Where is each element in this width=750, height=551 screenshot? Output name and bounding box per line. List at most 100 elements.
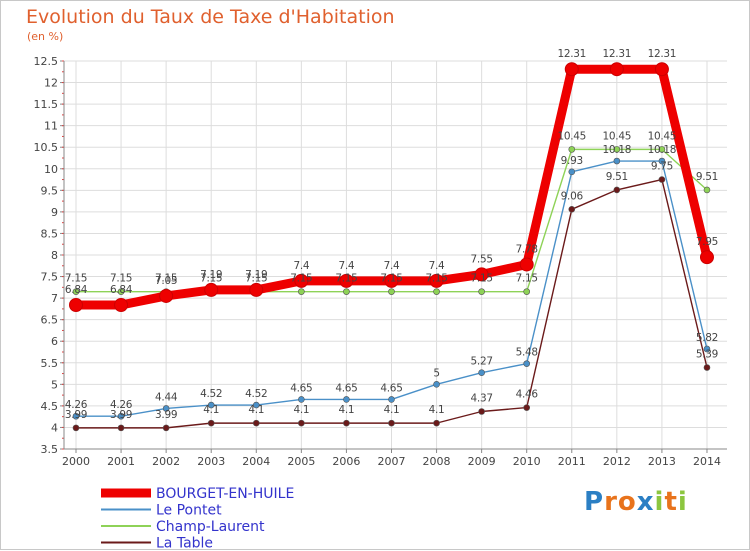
proxiti-logo: Proxiti: [584, 487, 688, 517]
data-label: 7.15: [471, 273, 493, 285]
data-point: [659, 177, 665, 183]
x-tick-label: 2008: [423, 455, 451, 468]
y-tick-label: 4: [51, 421, 58, 434]
data-label: 10.18: [648, 144, 677, 156]
y-tick-label: 6: [51, 335, 58, 348]
data-point: [524, 289, 530, 295]
data-point: [569, 206, 575, 212]
data-point: [704, 365, 710, 371]
data-label: 4.1: [429, 404, 445, 416]
data-label: 4.52: [245, 388, 267, 400]
data-label: 9.51: [606, 171, 628, 183]
data-point: [70, 299, 83, 312]
legend-label: La Table: [156, 536, 213, 551]
data-point: [479, 408, 485, 414]
x-tick-label: 2013: [648, 455, 676, 468]
x-tick-label: 2005: [287, 455, 315, 468]
data-label: 3.99: [110, 409, 132, 421]
data-point: [565, 63, 578, 76]
data-label: 5.48: [516, 347, 538, 359]
y-tick-label: 7.5: [41, 271, 59, 284]
logo-letter: i: [655, 487, 665, 517]
data-point: [569, 169, 575, 175]
data-label: 7.4: [293, 260, 309, 272]
legend-label: BOURGET-EN-HUILE: [156, 486, 294, 502]
data-label: 4.46: [516, 389, 539, 401]
data-point: [569, 146, 575, 152]
data-label: 5: [433, 367, 439, 379]
data-label: 7.15: [290, 273, 312, 285]
data-label: 7.15: [516, 273, 538, 285]
y-tick-label: 12: [44, 77, 58, 90]
data-label: 5.39: [696, 349, 718, 361]
data-point: [343, 420, 349, 426]
y-tick-label: 4.5: [41, 400, 59, 413]
y-tick-label: 11.5: [34, 98, 59, 111]
data-label: 4.1: [293, 404, 309, 416]
data-point: [343, 289, 349, 295]
logo-letter: r: [604, 487, 618, 517]
x-tick-label: 2007: [377, 455, 405, 468]
data-label: 9.51: [696, 171, 718, 183]
data-label: 12.31: [603, 48, 632, 60]
data-label: 7.15: [65, 273, 87, 285]
data-point: [73, 425, 79, 431]
data-point: [160, 289, 173, 302]
data-point: [250, 283, 263, 296]
y-tick-label: 11: [44, 120, 58, 133]
y-tick-label: 9: [51, 206, 58, 219]
data-point: [298, 396, 304, 402]
data-point: [520, 258, 533, 271]
x-tick-label: 2009: [468, 455, 496, 468]
data-label: 7.19: [200, 269, 222, 281]
data-point: [388, 396, 394, 402]
x-tick-label: 2000: [62, 455, 90, 468]
data-label: 4.1: [248, 404, 264, 416]
x-tick-label: 2002: [152, 455, 180, 468]
logo-letter: x: [637, 487, 655, 517]
data-label: 7.05: [155, 275, 177, 287]
data-point: [479, 289, 485, 295]
logo-letter: i: [678, 487, 688, 517]
data-point: [388, 289, 394, 295]
data-label: 6.84: [65, 284, 88, 296]
data-point: [205, 283, 218, 296]
data-point: [115, 299, 128, 312]
logo-letter: o: [618, 487, 637, 517]
y-tick-label: 5.5: [41, 357, 59, 370]
data-point: [614, 187, 620, 193]
y-tick-label: 8: [51, 249, 58, 262]
data-label: 10.45: [648, 130, 677, 142]
data-point: [208, 420, 214, 426]
data-label: 7.4: [384, 260, 400, 272]
data-point: [343, 396, 349, 402]
data-point: [614, 158, 620, 164]
data-label: 3.99: [65, 409, 87, 421]
data-label: 4.1: [203, 404, 219, 416]
data-label: 7.15: [425, 273, 447, 285]
data-label: 4.65: [380, 382, 402, 394]
data-point: [253, 420, 259, 426]
data-label: 7.55: [471, 253, 493, 265]
y-tick-label: 8.5: [41, 227, 59, 240]
data-point: [434, 381, 440, 387]
data-label: 10.18: [603, 144, 632, 156]
logo-letter: t: [664, 487, 677, 517]
data-point: [434, 420, 440, 426]
data-label: 10.45: [557, 130, 586, 142]
y-tick-label: 12.5: [34, 55, 59, 68]
y-tick-label: 10.5: [34, 141, 59, 154]
data-label: 7.95: [696, 236, 718, 248]
data-label: 9.93: [561, 155, 583, 167]
data-label: 5.82: [696, 332, 718, 344]
data-label: 7.15: [110, 273, 132, 285]
x-tick-label: 2004: [242, 455, 270, 468]
data-point: [655, 63, 668, 76]
x-tick-label: 2010: [513, 455, 541, 468]
logo-letter: P: [584, 487, 604, 517]
data-label: 12.31: [648, 48, 677, 60]
legend-label: Champ-Laurent: [156, 519, 265, 535]
x-tick-label: 2014: [693, 455, 721, 468]
data-label: 4.44: [155, 391, 178, 403]
data-label: 9.06: [561, 190, 584, 202]
